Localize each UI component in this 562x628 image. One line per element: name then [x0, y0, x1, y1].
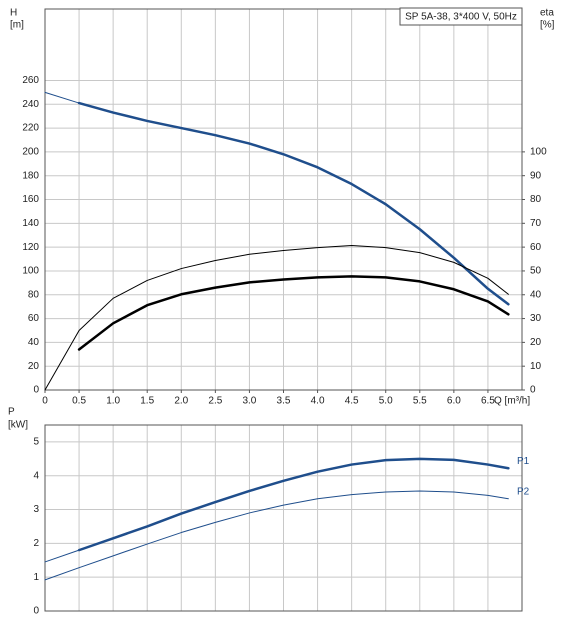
y-tick-label: 100 — [22, 266, 39, 277]
y2-tick-label: 90 — [530, 170, 542, 181]
series-line — [44, 490, 509, 581]
series-line — [77, 101, 510, 306]
y-tick-label: 80 — [28, 289, 40, 300]
y-axis-label: H — [10, 8, 17, 19]
series-line — [44, 549, 80, 563]
x-tick-label: 6.0 — [447, 396, 461, 407]
x-tick-label: 4.0 — [311, 396, 325, 407]
y2-tick-label: 70 — [530, 218, 542, 229]
chart-title: SP 5A-38, 3*400 V, 50Hz — [405, 12, 517, 23]
y-tick-label: 20 — [28, 361, 40, 372]
y-tick-label: 40 — [28, 337, 40, 348]
y2-tick-label: 20 — [530, 337, 542, 348]
y-tick-label: 260 — [22, 75, 39, 86]
y-tick-label: 0 — [33, 385, 39, 396]
y2-tick-label: 80 — [530, 194, 542, 205]
x-tick-label: 4.5 — [345, 396, 359, 407]
x-tick-label: 3.0 — [242, 396, 256, 407]
series-label: P1 — [517, 456, 530, 467]
series-line — [77, 457, 510, 552]
y-tick-label: 240 — [22, 99, 39, 110]
y-tick-label: 140 — [22, 218, 39, 229]
y2-tick-label: 40 — [530, 289, 542, 300]
plot-frame — [44, 8, 523, 391]
title-box — [399, 7, 523, 26]
x-tick-label: 1.5 — [140, 396, 154, 407]
y-tick-label: 160 — [22, 194, 39, 205]
y2-tick-label: 60 — [530, 242, 542, 253]
y-tick-label: 1 — [33, 572, 39, 583]
y2-tick-label: 100 — [530, 147, 547, 158]
y-tick-label: 180 — [22, 170, 39, 181]
x-tick-label: 3.5 — [277, 396, 291, 407]
y-tick-label: 0 — [33, 606, 39, 617]
y-tick-label: 3 — [33, 504, 39, 515]
y-tick-label: 120 — [22, 242, 39, 253]
x-tick-label: 2.5 — [208, 396, 222, 407]
y-tick-label: 5 — [33, 437, 39, 448]
x-tick-label: 0.5 — [72, 396, 86, 407]
x-tick-label: 0 — [42, 396, 48, 407]
y-axis-unit: [m] — [10, 20, 24, 31]
y2-tick-label: 30 — [530, 313, 542, 324]
y-axis-unit: [kW] — [8, 420, 28, 431]
series-line — [44, 244, 509, 391]
x-axis-label: Q [m³/h] — [494, 396, 530, 407]
y-tick-label: 2 — [33, 538, 39, 549]
y-tick-label: 220 — [22, 123, 39, 134]
series-line — [77, 275, 510, 351]
y-tick-label: 4 — [33, 470, 39, 481]
y2-axis-label: eta — [540, 8, 554, 19]
series-line — [44, 91, 80, 104]
y2-axis-unit: [%] — [540, 20, 555, 31]
x-tick-label: 5.0 — [379, 396, 393, 407]
y2-tick-label: 0 — [530, 385, 536, 396]
y-tick-label: 60 — [28, 313, 40, 324]
y2-tick-label: 50 — [530, 266, 542, 277]
y-axis-label: P — [8, 407, 15, 418]
y-tick-label: 200 — [22, 147, 39, 158]
x-tick-label: 1.0 — [106, 396, 120, 407]
x-tick-label: 2.0 — [174, 396, 188, 407]
series-label: P2 — [517, 486, 530, 497]
x-tick-label: 6.5 — [481, 396, 495, 407]
plot-frame — [44, 424, 523, 612]
y2-tick-label: 10 — [530, 361, 542, 372]
x-tick-label: 5.5 — [413, 396, 427, 407]
